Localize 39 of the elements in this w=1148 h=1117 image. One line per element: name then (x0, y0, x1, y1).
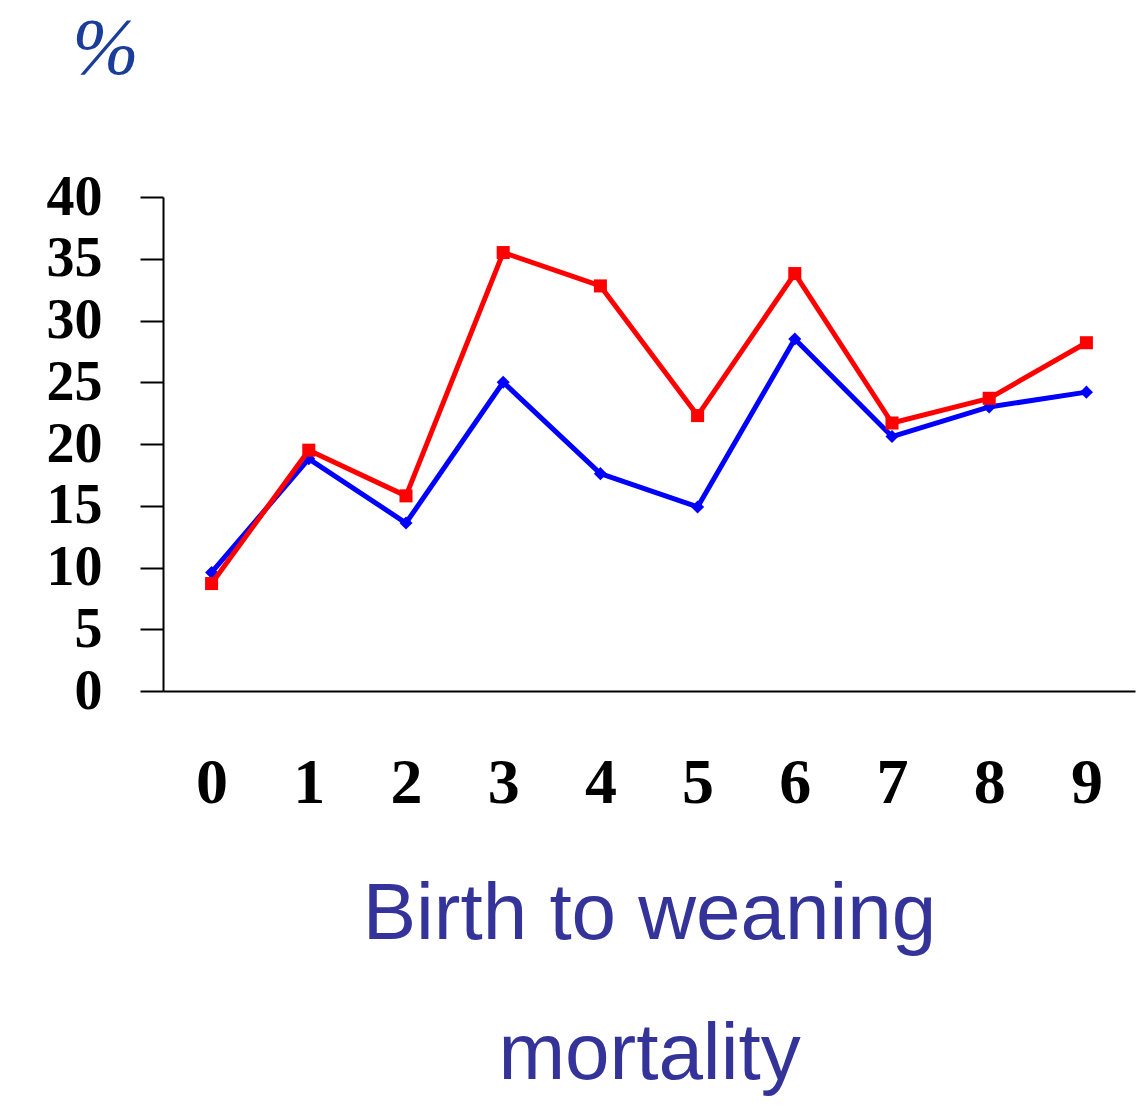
y-tick-label: 35 (46, 226, 103, 289)
x-tick-label: 1 (293, 745, 326, 817)
x-tick-label: 9 (1070, 745, 1103, 817)
x-tick-label: 3 (487, 745, 520, 817)
y-tick-label: 10 (46, 535, 103, 597)
point (593, 279, 607, 293)
point (885, 430, 899, 444)
point (593, 467, 607, 481)
y-tick-label: 20 (46, 411, 103, 474)
point (1079, 336, 1093, 350)
point (885, 416, 899, 430)
point (982, 391, 996, 405)
x-tick-label: 8 (973, 745, 1006, 817)
point (788, 332, 802, 346)
point (399, 489, 413, 503)
y-tick-label: 40 (46, 164, 103, 227)
point (691, 500, 705, 514)
y-tick-label: 30 (46, 288, 103, 350)
x-tick-label: 7 (876, 745, 909, 817)
x-tick-label: 4 (584, 745, 617, 817)
x-axis-title: Birth to weaning mortality (362, 866, 937, 1096)
x-tick-label: 6 (779, 745, 812, 817)
point (399, 516, 413, 530)
x-tick-label: 2 (390, 745, 423, 817)
point (1079, 385, 1093, 399)
y-tick-label: 25 (46, 349, 103, 412)
x-tick-label: 5 (682, 745, 715, 817)
y-tick-label: 5 (74, 596, 103, 659)
y-tick-label: 15 (46, 473, 103, 536)
point (496, 246, 510, 260)
y-axis-title: % (72, 2, 139, 91)
point (691, 409, 705, 423)
point (205, 577, 219, 591)
point (788, 267, 802, 281)
x-tick-label: 0 (196, 745, 229, 817)
point (496, 375, 510, 389)
y-tick-label: 0 (74, 658, 103, 721)
point (302, 443, 316, 457)
point (205, 565, 219, 579)
